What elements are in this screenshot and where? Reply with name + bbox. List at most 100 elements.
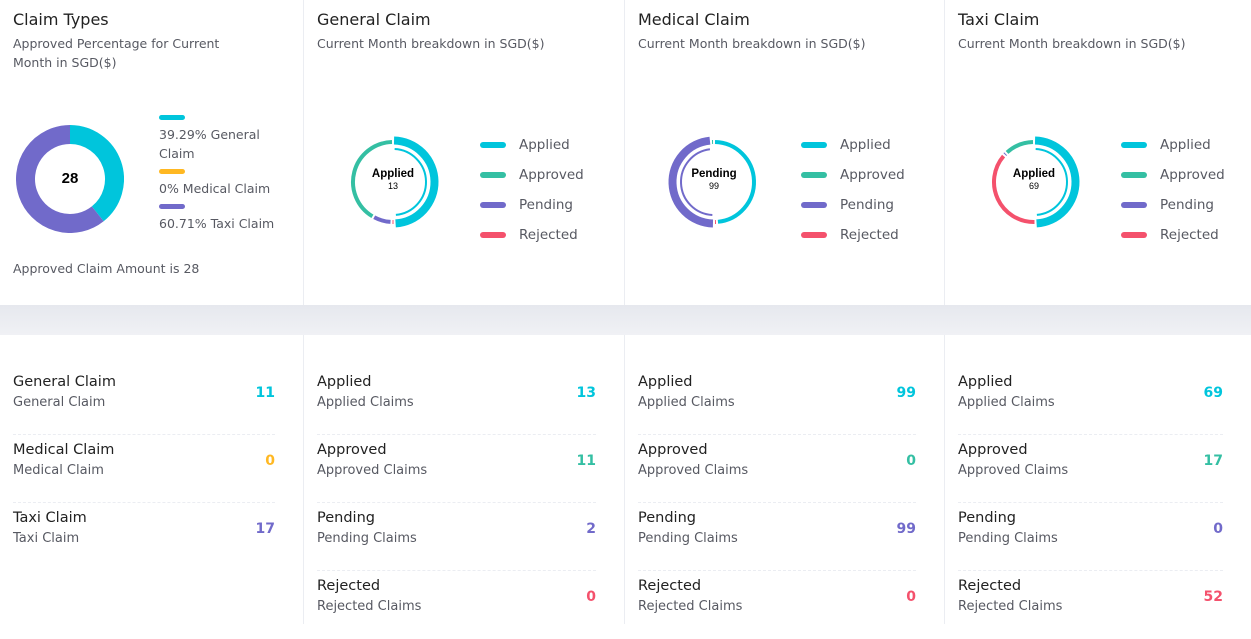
legend-item-pending[interactable]: Pending (1121, 189, 1225, 220)
item-desc: Rejected Claims (958, 597, 1223, 617)
item-value: 0 (586, 589, 596, 605)
card-subtitle: Current Month breakdown in SGD($) (958, 34, 1198, 53)
item-desc: Approved Claims (317, 461, 596, 481)
item-desc: Medical Claim (13, 461, 275, 481)
item-desc: Pending Claims (958, 529, 1223, 549)
legend-label: 60.71% Taxi Claim (159, 214, 289, 233)
legend-label: Rejected (519, 227, 578, 243)
legend-label: Pending (1160, 197, 1214, 213)
item-desc: Rejected Claims (638, 597, 916, 617)
charts-row: Claim Types Approved Percentage for Curr… (0, 0, 1251, 305)
legend-item-rejected[interactable]: Rejected (480, 219, 584, 250)
claim-types-card: Claim Types Approved Percentage for Curr… (0, 0, 304, 305)
legend-label: Pending (519, 197, 573, 213)
card-title: General Claim (317, 10, 431, 29)
donut-center: Applied 13 (345, 168, 441, 191)
item-value: 11 (577, 453, 596, 469)
legend-label: Rejected (840, 227, 899, 243)
donut-center-label: Pending (666, 168, 762, 180)
legend-item-applied[interactable]: Applied (480, 129, 584, 160)
item-value: 2 (586, 521, 596, 537)
legend-label: Approved (1160, 167, 1225, 183)
card-subtitle: Current Month breakdown in SGD($) (317, 34, 557, 53)
item-value: 99 (897, 385, 916, 401)
legend-item-rejected[interactable]: Rejected (1121, 219, 1225, 250)
donut-slice-approved[interactable] (1007, 142, 1033, 152)
item-value: 17 (1204, 453, 1223, 469)
donut-center-label: Applied (345, 168, 441, 180)
legend-swatch (801, 202, 827, 208)
legend-swatch (480, 232, 506, 238)
donut-slice-pending[interactable] (1005, 154, 1006, 155)
legend-item-taxi[interactable]: 60.71% Taxi Claim (159, 204, 289, 233)
legend-label: Applied (519, 137, 570, 153)
breakdown-legend: Applied Approved Pending Rejected (1121, 130, 1225, 250)
item-title: Medical Claim (13, 440, 275, 460)
legend-swatch (480, 142, 506, 148)
legend-item-approved[interactable]: Approved (1121, 159, 1225, 190)
legend-label: Applied (840, 137, 891, 153)
legend-item-rejected[interactable]: Rejected (801, 219, 905, 250)
legend-item-applied[interactable]: Applied (801, 129, 905, 160)
legend-item-pending[interactable]: Pending (480, 189, 584, 220)
item-title: Pending (317, 508, 596, 528)
legend-item-applied[interactable]: Applied (1121, 129, 1225, 160)
item-title: Approved (958, 440, 1223, 460)
item-value: 0 (906, 453, 916, 469)
claim-types-legend: 39.29% General Claim 0% Medical Claim 60… (159, 115, 289, 239)
item-value: 13 (577, 385, 596, 401)
legend-label: Applied (1160, 137, 1211, 153)
legend-item-general[interactable]: 39.29% General Claim (159, 115, 289, 163)
legend-item-medical[interactable]: 0% Medical Claim (159, 169, 289, 198)
section-divider (0, 305, 1251, 335)
legend-label: 0% Medical Claim (159, 179, 289, 198)
donut-slice-pending[interactable] (374, 217, 390, 222)
card-title: Taxi Claim (958, 10, 1039, 29)
item-desc: Rejected Claims (317, 597, 596, 617)
legend-swatch (480, 202, 506, 208)
item-title: Approved (317, 440, 596, 460)
legend-swatch (159, 115, 185, 120)
item-title: Pending (958, 508, 1223, 528)
item-desc: Applied Claims (317, 393, 596, 413)
item-title: Approved (638, 440, 916, 460)
donut-center-value: 69 (986, 181, 1082, 191)
item-desc: General Claim (13, 393, 275, 413)
item-title: Applied (958, 372, 1223, 392)
item-title: Rejected (317, 576, 596, 596)
item-value: 17 (256, 521, 275, 537)
legend-item-approved[interactable]: Approved (480, 159, 584, 190)
item-desc: Taxi Claim (13, 529, 275, 549)
legend-swatch (159, 169, 185, 174)
medical-claim-card: Medical Claim Current Month breakdown in… (625, 0, 945, 305)
donut-center-value: 13 (345, 181, 441, 191)
legend-label: Rejected (1160, 227, 1219, 243)
legend-item-pending[interactable]: Pending (801, 189, 905, 220)
legend-swatch (1121, 202, 1147, 208)
legend-item-approved[interactable]: Approved (801, 159, 905, 190)
general-claim-card: General Claim Current Month breakdown in… (304, 0, 625, 305)
legend-swatch (1121, 142, 1147, 148)
item-desc: Applied Claims (638, 393, 916, 413)
